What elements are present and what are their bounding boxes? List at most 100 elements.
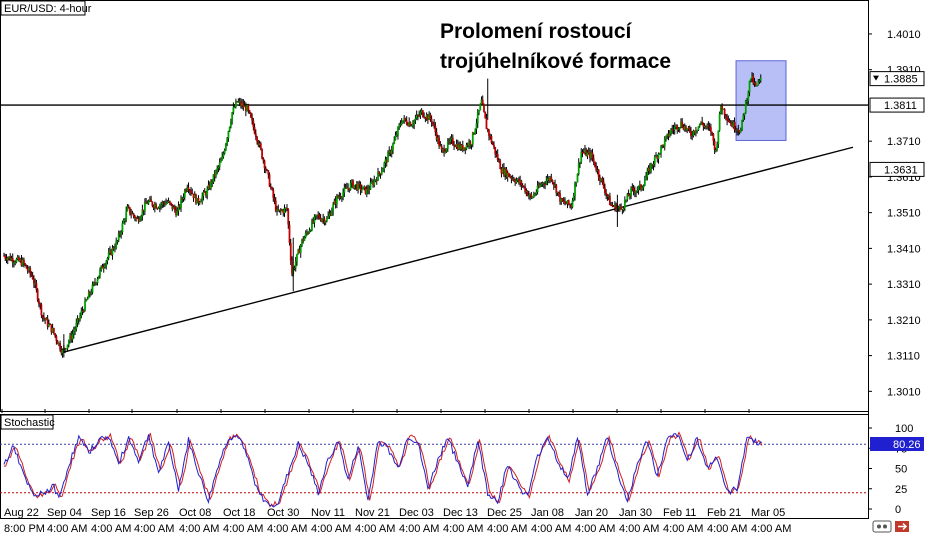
candle-down	[509, 176, 512, 178]
candle-up	[237, 101, 240, 103]
candle-up	[217, 166, 220, 169]
candle-down	[24, 263, 27, 266]
candle-up	[444, 151, 447, 154]
candle-up	[100, 265, 103, 270]
candle-up	[161, 202, 164, 205]
candle-up	[574, 183, 576, 196]
candle-up	[111, 247, 114, 255]
time-tick-label: 4:00 AM	[707, 523, 747, 535]
time-tick-label: 4:00 AM	[575, 523, 615, 535]
candle-up	[474, 129, 477, 134]
candle-down	[434, 125, 437, 132]
candle-up	[324, 221, 327, 223]
candle-down	[20, 259, 23, 266]
candle-down	[256, 136, 258, 142]
candle-up	[460, 145, 463, 150]
candle-up	[296, 253, 298, 262]
candle-down	[251, 117, 253, 121]
candle-down	[702, 124, 705, 127]
price-tick-label: 1.3510	[887, 208, 921, 220]
candle-up	[436, 137, 439, 140]
down-arrow-icon	[873, 75, 879, 81]
candle-up	[120, 232, 123, 235]
candle-up	[400, 122, 403, 125]
candle-up	[446, 141, 449, 149]
candle-down	[721, 105, 724, 110]
candle-up	[736, 129, 738, 131]
candle-up	[328, 213, 331, 216]
candle-up	[69, 335, 71, 342]
candle-up	[322, 218, 325, 220]
candle-up	[212, 174, 215, 183]
candle-up	[222, 153, 225, 157]
candle-down	[505, 169, 508, 178]
candle-down	[49, 323, 52, 325]
candle-up	[122, 220, 125, 224]
candle-up	[216, 168, 219, 171]
candle-up	[28, 268, 30, 271]
candle-up	[686, 128, 689, 130]
candle-up	[96, 278, 99, 283]
candle-down	[604, 187, 606, 193]
candle-up	[66, 344, 69, 349]
candle-down	[709, 127, 712, 132]
candle-up	[556, 191, 559, 194]
candle-down	[151, 201, 154, 206]
candle-up	[410, 125, 413, 127]
candle-down	[274, 200, 277, 211]
candle-up	[539, 185, 541, 187]
candle-down	[621, 209, 624, 211]
candle-up	[84, 300, 86, 311]
candle-up	[678, 127, 681, 129]
candle-up	[758, 80, 761, 82]
candle-down	[510, 177, 513, 179]
auto-scroll-icon[interactable]	[895, 521, 909, 532]
candle-down	[708, 126, 711, 128]
candle-down	[54, 333, 57, 337]
candle-up	[234, 101, 237, 108]
candle-up	[34, 283, 37, 285]
time-tick-label: 4:00 AM	[619, 523, 659, 535]
date-tick-label: Oct 18	[223, 507, 255, 519]
candle-down	[620, 206, 623, 210]
candle-down	[252, 120, 255, 128]
candle-up	[545, 180, 548, 185]
candle-up	[340, 197, 343, 199]
stochastic-pane[interactable]	[0, 414, 869, 519]
candle-up	[71, 334, 74, 340]
candle-up	[114, 248, 116, 250]
candle-down	[656, 156, 659, 159]
candle-down	[205, 192, 207, 196]
candle-down	[3, 255, 5, 257]
candle-down	[461, 145, 464, 151]
candle-down	[681, 121, 684, 127]
candle-up	[294, 261, 297, 268]
candles-group	[3, 72, 762, 358]
candle-up	[377, 171, 379, 181]
candle-down	[726, 117, 728, 121]
candle-up	[566, 200, 569, 205]
time-tick-label: 4:00 AM	[179, 523, 219, 535]
resistance-price-label-box	[869, 97, 925, 113]
candle-down	[82, 310, 85, 312]
candle-down	[443, 148, 445, 154]
candle-up	[180, 198, 182, 208]
candle-down	[29, 268, 32, 274]
candle-up	[303, 237, 306, 241]
candle-down	[208, 184, 211, 189]
candle-up	[575, 182, 578, 184]
time-tick-label: 8:00 PM	[4, 523, 45, 535]
stoch-tick-label: 25	[895, 484, 907, 496]
candle-down	[713, 140, 716, 151]
candle-up	[148, 199, 151, 202]
candle-down	[423, 116, 426, 118]
candle-down	[119, 233, 121, 235]
candle-down	[372, 182, 374, 186]
candle-down	[440, 145, 443, 150]
candle-down	[517, 178, 520, 183]
price-tick-label: 1.3710	[887, 136, 921, 148]
candle-down	[185, 190, 187, 192]
stoch-value-box	[870, 436, 924, 451]
scroll-icon[interactable]	[872, 520, 892, 533]
candle-up	[21, 259, 24, 266]
